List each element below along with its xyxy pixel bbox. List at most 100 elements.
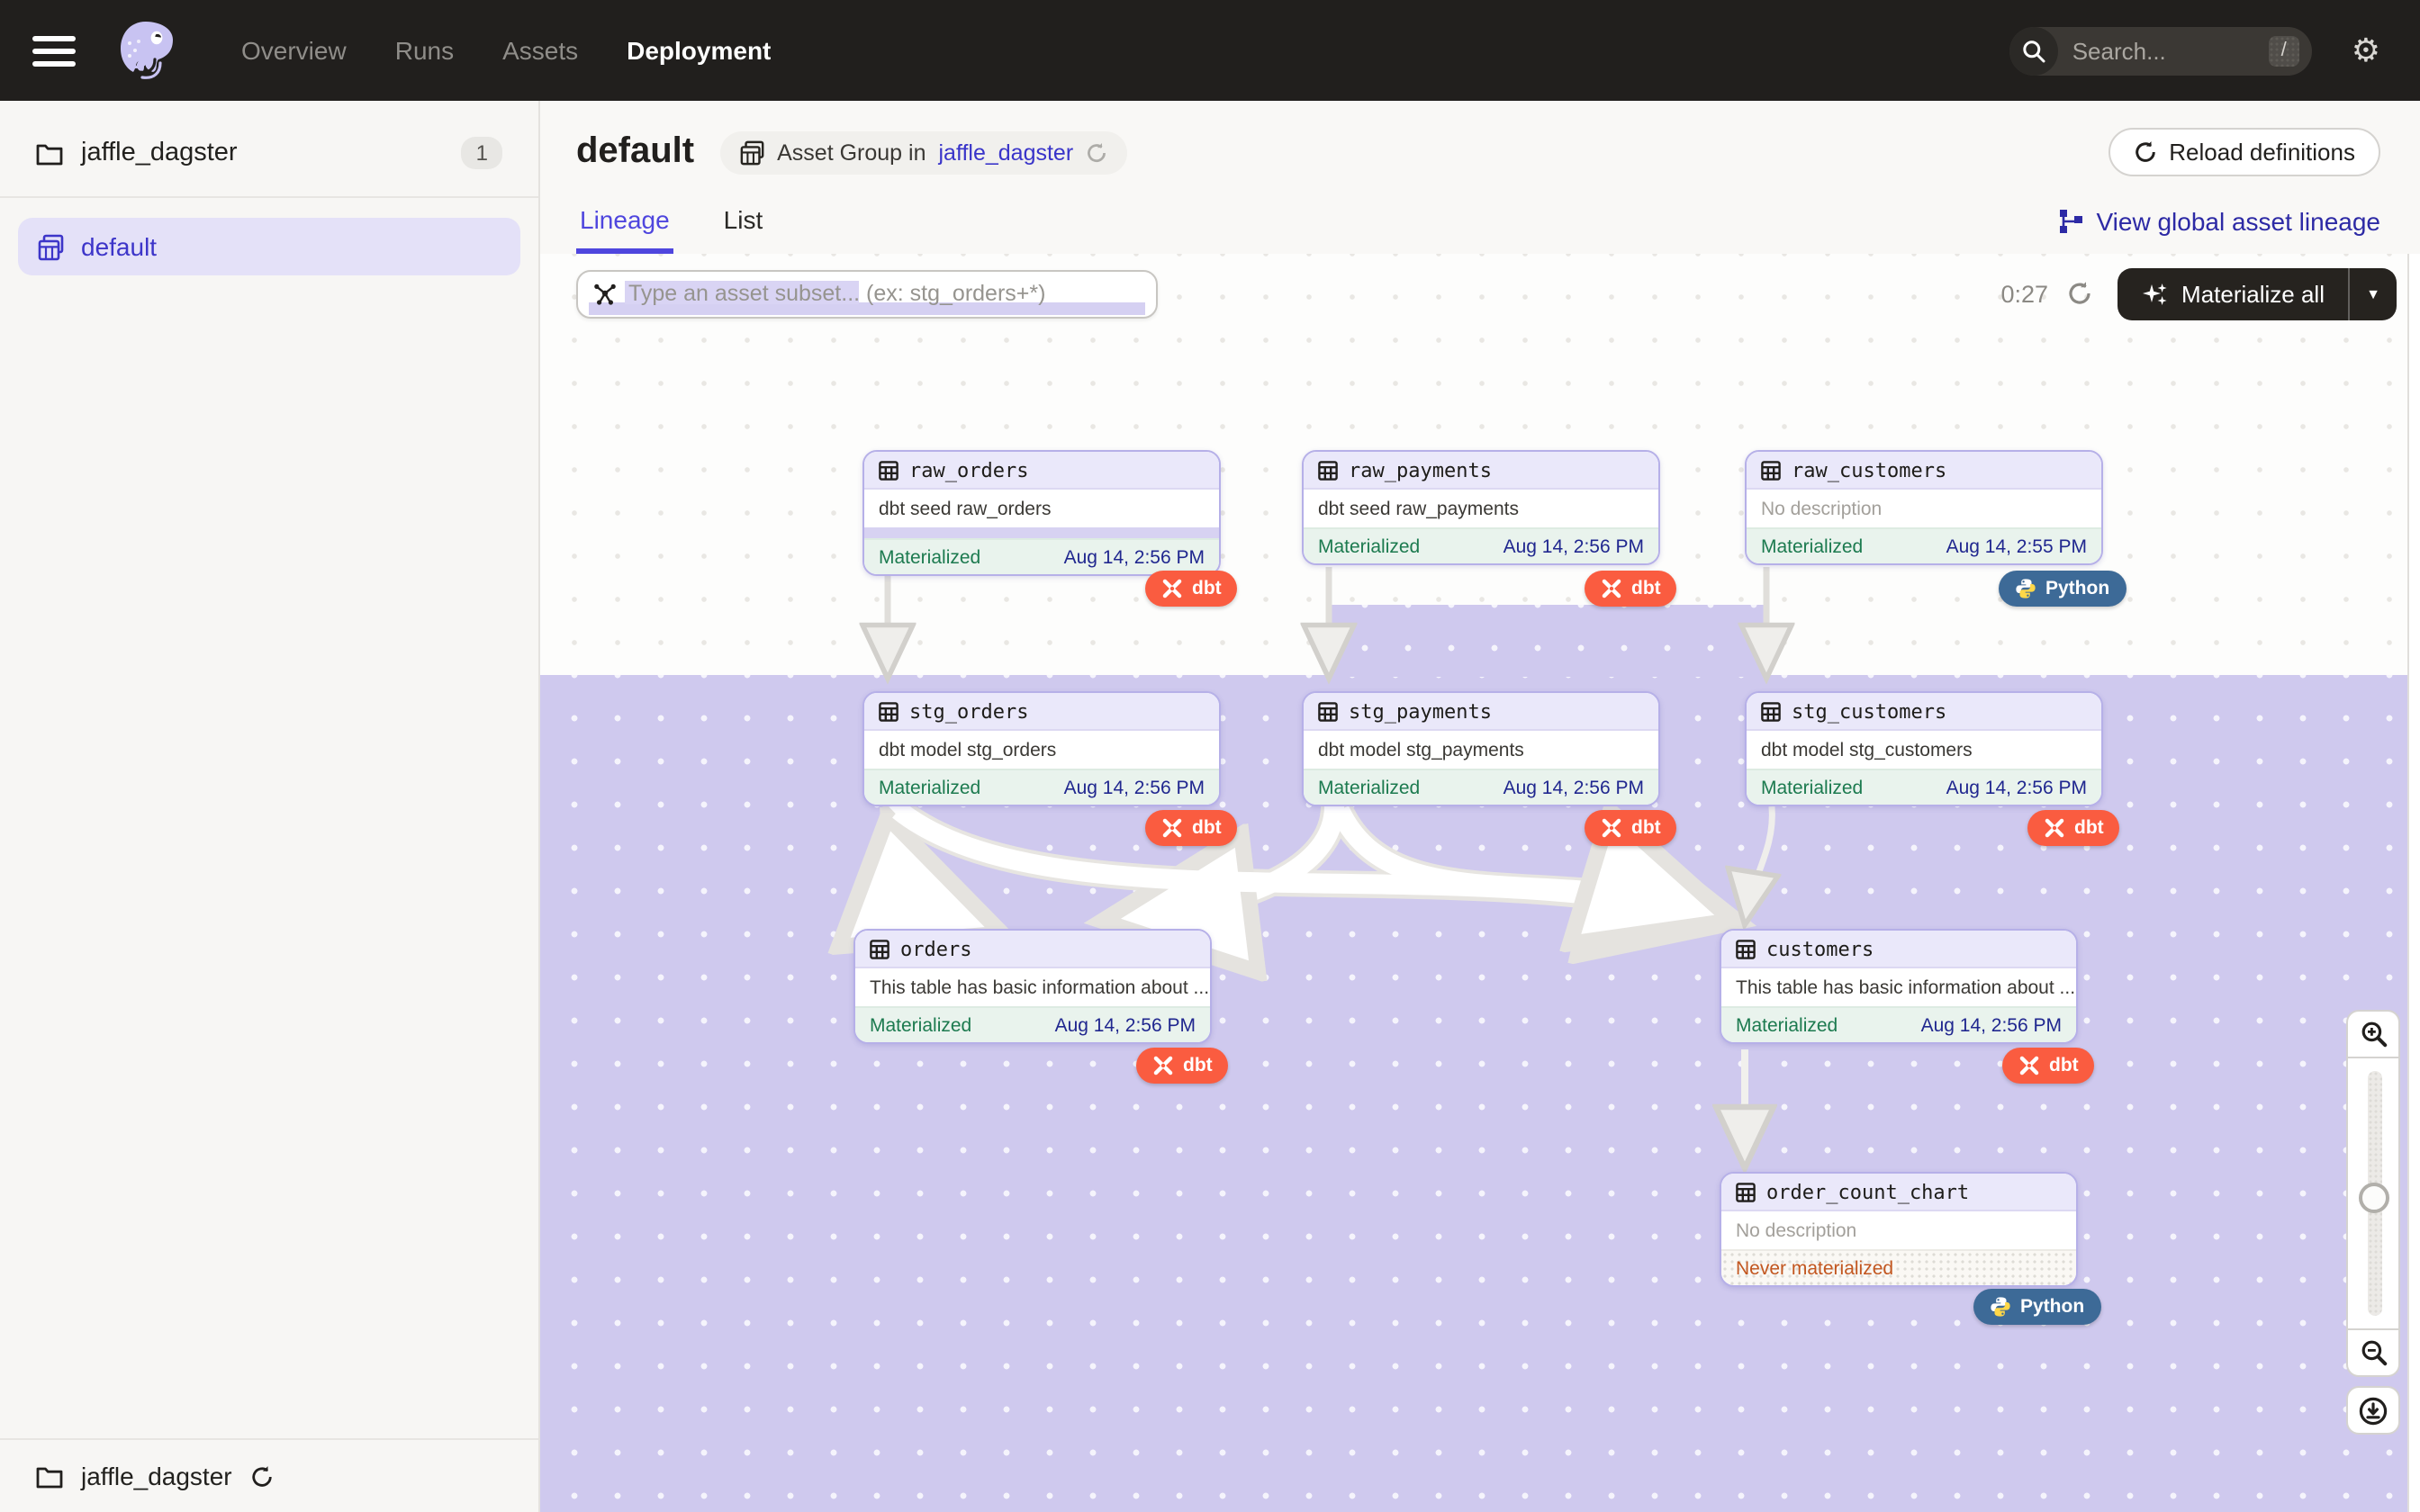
asset-status: Materialized bbox=[1761, 536, 1864, 557]
asset-node-raw-payments[interactable]: raw_payments dbt seed raw_payments Mater… bbox=[1302, 450, 1660, 565]
download-icon bbox=[2359, 1396, 2388, 1425]
search-input[interactable]: Search... / bbox=[2009, 26, 2312, 75]
asset-node-stg-customers[interactable]: stg_customers dbt model stg_customers Ma… bbox=[1745, 691, 2103, 806]
asset-description: dbt model stg_payments bbox=[1318, 739, 1524, 760]
nav-links: Overview Runs Assets Deployment bbox=[241, 36, 771, 65]
reload-definitions-button[interactable]: Reload definitions bbox=[2108, 128, 2380, 176]
asset-node-order-count-chart[interactable]: order_count_chart No description Never m… bbox=[1720, 1172, 2078, 1287]
folder-icon bbox=[36, 143, 63, 165]
asset-description: dbt model stg_orders bbox=[879, 739, 1057, 760]
asset-name: stg_payments bbox=[1349, 699, 1492, 723]
dagster-logo-icon[interactable] bbox=[112, 16, 180, 85]
asset-node-orders[interactable]: orders This table has basic information … bbox=[853, 929, 1212, 1044]
dbt-logo-icon bbox=[1602, 818, 1621, 838]
table-icon bbox=[1318, 460, 1338, 480]
asset-status-time: Aug 14, 2:56 PM bbox=[1063, 546, 1205, 568]
table-icon bbox=[870, 939, 889, 958]
kind-badge-label: dbt bbox=[1631, 817, 1661, 839]
asset-status: Materialized bbox=[879, 546, 981, 568]
refresh-icon bbox=[2135, 141, 2155, 162]
kind-badge-label: Python bbox=[2045, 578, 2110, 599]
sidebar-footer-repo-name: jaffle_dagster bbox=[81, 1462, 232, 1490]
refresh-icon[interactable] bbox=[2066, 281, 2091, 306]
lineage-graph-icon bbox=[2060, 210, 2083, 233]
nav-item-overview[interactable]: Overview bbox=[241, 36, 347, 65]
kind-badge-dbt[interactable]: dbt bbox=[1145, 810, 1238, 846]
refresh-icon[interactable] bbox=[1086, 141, 1107, 163]
asset-node-raw-orders[interactable]: raw_orders dbt seed raw_orders Materiali… bbox=[862, 450, 1221, 576]
asset-status: Materialized bbox=[1318, 777, 1421, 798]
table-icon bbox=[879, 460, 898, 480]
sidebar-item-label: default bbox=[81, 232, 158, 261]
asset-status-time: Aug 14, 2:56 PM bbox=[1063, 777, 1205, 798]
context-badge-repo-link[interactable]: jaffle_dagster bbox=[938, 140, 1074, 165]
asset-name: customers bbox=[1766, 937, 1874, 960]
kind-badge-dbt[interactable]: dbt bbox=[2027, 810, 2120, 846]
table-icon bbox=[1318, 701, 1338, 721]
kind-badge-dbt[interactable]: dbt bbox=[1145, 571, 1238, 607]
materialize-dropdown-caret[interactable]: ▼ bbox=[2366, 285, 2380, 302]
sidebar: jaffle_dagster 1 default jaffle_dagster bbox=[0, 101, 540, 1512]
asset-description: This table has basic information about .… bbox=[1736, 976, 2076, 998]
asset-status: Materialized bbox=[879, 777, 981, 798]
zoom-in-icon bbox=[2361, 1022, 2387, 1048]
table-icon bbox=[879, 701, 898, 721]
materialize-all-label: Materialize all bbox=[2181, 280, 2325, 307]
nav-item-runs[interactable]: Runs bbox=[394, 36, 455, 65]
asset-status-time: Aug 14, 2:55 PM bbox=[1946, 536, 2087, 557]
sidebar-repo-row[interactable]: jaffle_dagster 1 bbox=[0, 101, 538, 198]
tab-lineage[interactable]: Lineage bbox=[576, 194, 673, 254]
kind-badge-label: dbt bbox=[1192, 578, 1222, 599]
input-highlight bbox=[625, 280, 859, 303]
asset-node-stg-payments[interactable]: stg_payments dbt model stg_payments Mate… bbox=[1302, 691, 1660, 806]
selection-region-notch bbox=[1331, 605, 1766, 677]
context-badge-text: Asset Group in bbox=[777, 140, 926, 165]
asset-status: Materialized bbox=[1761, 777, 1864, 798]
refresh-icon[interactable] bbox=[250, 1464, 274, 1488]
asset-node-raw-customers[interactable]: raw_customers No description Materialize… bbox=[1745, 450, 2103, 565]
asset-description: dbt seed raw_orders bbox=[879, 498, 1052, 519]
kind-badge-dbt[interactable]: dbt bbox=[1585, 810, 1677, 846]
dbt-logo-icon bbox=[2019, 1056, 2039, 1076]
dbt-logo-icon bbox=[1162, 818, 1182, 838]
asset-status-time: Aug 14, 2:56 PM bbox=[1920, 1014, 2062, 1036]
materialize-all-button[interactable]: Materialize all ▼ bbox=[2117, 267, 2397, 320]
search-icon bbox=[2009, 26, 2058, 75]
canvas-scrollbar[interactable] bbox=[2407, 254, 2420, 1512]
table-icon bbox=[1736, 1182, 1756, 1202]
asset-status-time: Aug 14, 2:56 PM bbox=[1946, 777, 2087, 798]
python-logo-icon bbox=[1991, 1297, 2010, 1317]
kind-badge-dbt[interactable]: dbt bbox=[1136, 1048, 1229, 1084]
sparkle-icon bbox=[2142, 283, 2166, 304]
search-placeholder: Search... bbox=[2072, 37, 2166, 64]
asset-description: dbt model stg_customers bbox=[1761, 739, 1973, 760]
zoom-in-button[interactable] bbox=[2346, 1010, 2400, 1058]
asset-status-time: Aug 14, 2:56 PM bbox=[1054, 1014, 1196, 1036]
asset-subset-input[interactable]: Type an asset subset... (ex: stg_orders+… bbox=[576, 269, 1158, 318]
view-global-asset-lineage-link[interactable]: View global asset lineage bbox=[2059, 207, 2381, 254]
gear-icon[interactable]: ⚙ bbox=[2351, 32, 2380, 68]
kind-badge-label: dbt bbox=[2049, 1055, 2079, 1076]
zoom-out-button[interactable] bbox=[2346, 1328, 2400, 1377]
view-global-asset-lineage-label: View global asset lineage bbox=[2096, 207, 2381, 236]
graph-toolbar: Type an asset subset... (ex: stg_orders+… bbox=[540, 266, 2420, 320]
asset-status-time: Aug 14, 2:56 PM bbox=[1503, 777, 1644, 798]
asset-node-customers[interactable]: customers This table has basic informati… bbox=[1720, 929, 2078, 1044]
nav-item-deployment[interactable]: Deployment bbox=[627, 36, 772, 65]
asset-name: stg_customers bbox=[1792, 699, 1947, 723]
zoom-slider[interactable] bbox=[2346, 1058, 2400, 1328]
sidebar-item-default-group[interactable]: default bbox=[18, 218, 520, 275]
zoom-slider-handle[interactable] bbox=[2359, 1183, 2389, 1213]
kind-badge-python[interactable]: Python bbox=[1999, 571, 2127, 607]
asset-node-stg-orders[interactable]: stg_orders dbt model stg_orders Material… bbox=[862, 691, 1221, 806]
dbt-logo-icon bbox=[1162, 579, 1182, 598]
hamburger-menu-icon[interactable] bbox=[32, 35, 76, 66]
nav-item-assets[interactable]: Assets bbox=[502, 36, 579, 65]
kind-badge-python[interactable]: Python bbox=[1973, 1289, 2101, 1325]
lineage-canvas[interactable]: Type an asset subset... (ex: stg_orders+… bbox=[540, 254, 2420, 1512]
download-graph-button[interactable] bbox=[2346, 1386, 2400, 1435]
table-icon bbox=[1736, 939, 1756, 958]
kind-badge-dbt[interactable]: dbt bbox=[2002, 1048, 2095, 1084]
kind-badge-dbt[interactable]: dbt bbox=[1585, 571, 1677, 607]
tab-list[interactable]: List bbox=[723, 205, 763, 234]
